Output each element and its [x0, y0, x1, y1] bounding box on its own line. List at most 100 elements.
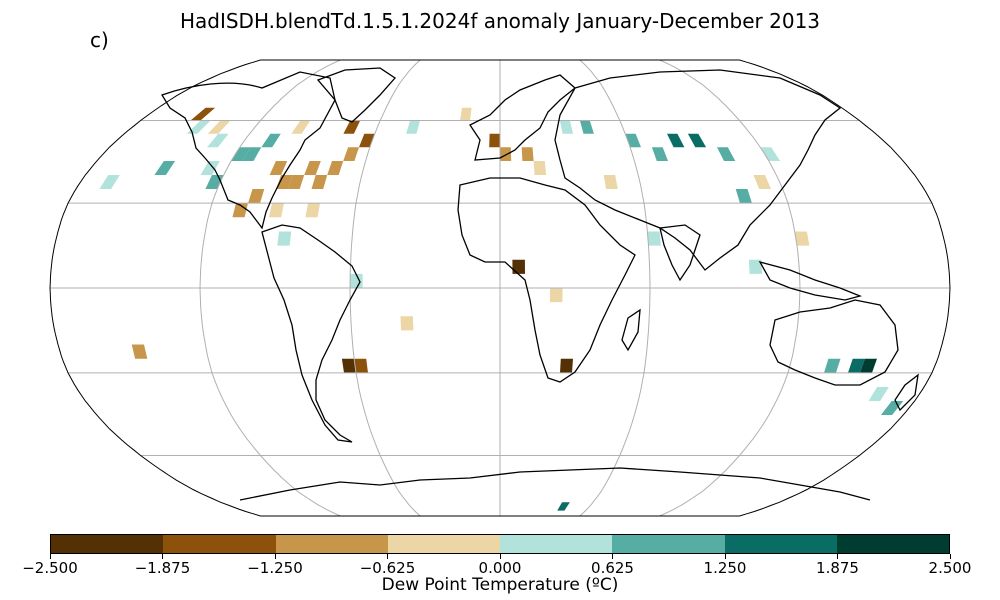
anomaly-cell: [868, 387, 889, 401]
globe-outline: [49, 59, 951, 517]
graticule: [50, 59, 950, 517]
australia-coastline: [769, 299, 899, 386]
anomaly-cell: [154, 161, 176, 175]
colorbar-tick-label: −2.500: [22, 559, 78, 577]
anomaly-cell: [268, 203, 284, 218]
meridian-line: [659, 59, 801, 517]
anomaly-cell: [261, 133, 281, 148]
anomaly-cell: [207, 120, 231, 134]
anomaly-cell: [200, 161, 220, 175]
colorbar-segment: [500, 535, 613, 553]
meridian-line: [349, 59, 421, 517]
anomaly-cell: [557, 502, 570, 511]
anomaly-grid-cells: [99, 107, 904, 511]
anomaly-cell: [460, 107, 472, 121]
colorbar-segment: [51, 535, 164, 553]
anomaly-cell: [735, 189, 752, 204]
colorbar-tick-mark: [949, 554, 951, 559]
colorbar-segment: [724, 535, 837, 553]
colorbar-tick-mark: [612, 554, 613, 559]
colorbar: [50, 534, 950, 554]
africa-coastline: [457, 177, 636, 383]
anomaly-cell: [603, 175, 618, 189]
europe-coastline: [469, 74, 577, 161]
anomaly-cell: [794, 231, 810, 246]
south-america-coastline: [261, 224, 361, 443]
colorbar-tick-mark: [162, 554, 163, 559]
anomaly-cell: [848, 358, 865, 373]
anomaly-cell: [753, 175, 771, 189]
anomaly-cell: [521, 147, 534, 161]
colorbar-tick-label: −1.250: [247, 559, 303, 577]
colorbar-tick-mark: [387, 554, 388, 559]
anomaly-cell: [232, 203, 248, 218]
anomaly-cell: [248, 189, 265, 204]
colorbar-tick-label: 0.000: [478, 559, 522, 577]
anomaly-cell: [231, 147, 251, 161]
coastlines: [161, 67, 919, 501]
colorbar-tick-mark: [274, 554, 276, 559]
colorbar-tick-label: −0.625: [359, 559, 416, 577]
anomaly-cell: [350, 273, 363, 288]
colorbar-label: Dew Point Temperature (ºC): [381, 575, 619, 595]
colorbar-tick-mark: [49, 554, 51, 559]
anomaly-cell: [748, 259, 763, 274]
anomaly-cell: [311, 175, 328, 189]
colorbar-tick-label: 1.875: [816, 559, 859, 577]
north-america-coastline: [161, 71, 336, 230]
anomaly-cell: [549, 288, 563, 303]
anomaly-cell: [760, 147, 781, 161]
anomaly-cell: [667, 133, 685, 148]
anomaly-cell: [824, 358, 841, 373]
anomaly-cell: [651, 147, 668, 161]
madagascar-coastline: [621, 308, 641, 352]
asia-coastline: [554, 69, 842, 271]
greenland-coastline: [316, 67, 396, 123]
anomaly-cell: [277, 231, 292, 246]
colorbar-segment: [836, 535, 949, 553]
anomaly-cell: [579, 120, 594, 134]
colorbar-tick-mark: [499, 554, 501, 559]
anomaly-cell: [406, 120, 421, 134]
colorbar-segment: [387, 535, 500, 553]
anomaly-cell: [131, 344, 148, 359]
anomaly-cell: [512, 259, 525, 274]
anomaly-cell: [242, 147, 262, 161]
anomaly-cell: [186, 120, 211, 134]
colorbar-tick-label: 1.250: [703, 559, 747, 577]
anomaly-cell: [304, 161, 321, 175]
anomaly-cell: [500, 147, 512, 161]
new-zealand-coastline: [894, 373, 919, 412]
colorbar-segment: [275, 535, 388, 553]
antarctica-coastline: [239, 467, 871, 501]
colorbar-tick-label: 2.500: [928, 559, 972, 577]
anomaly-cell: [276, 175, 293, 189]
anomaly-cell: [327, 161, 344, 175]
colorbar-tick-mark: [724, 554, 726, 559]
anomaly-cell: [647, 231, 661, 246]
anomaly-cell: [533, 161, 547, 175]
anomaly-cell: [190, 107, 216, 121]
colorbar-tick-label: 0.625: [591, 559, 634, 577]
colorbar-tick-label: −1.875: [134, 559, 191, 577]
india-coastline: [659, 224, 701, 282]
meridian-line: [199, 59, 341, 517]
anomaly-cell: [343, 147, 359, 161]
anomaly-cell: [560, 358, 573, 373]
map-title: HadISDH.blendTd.1.5.1.2024f anomaly Janu…: [179, 9, 821, 33]
anomaly-cell: [717, 147, 736, 161]
anomaly-cell: [489, 133, 500, 148]
panel-label: c): [90, 28, 109, 52]
meridian-line: [579, 59, 651, 517]
colorbar-segment: [163, 535, 276, 553]
anomaly-cell: [269, 161, 288, 175]
anomaly-cell: [559, 120, 574, 134]
anomaly-cell: [287, 175, 305, 189]
world-map: [49, 59, 951, 517]
anomaly-cell: [207, 133, 229, 148]
anomaly-cell: [400, 316, 414, 331]
anomaly-cell: [354, 358, 368, 373]
anomaly-cell: [99, 175, 120, 189]
colorbar-tick-mark: [837, 554, 838, 559]
anomaly-cell: [343, 120, 361, 134]
